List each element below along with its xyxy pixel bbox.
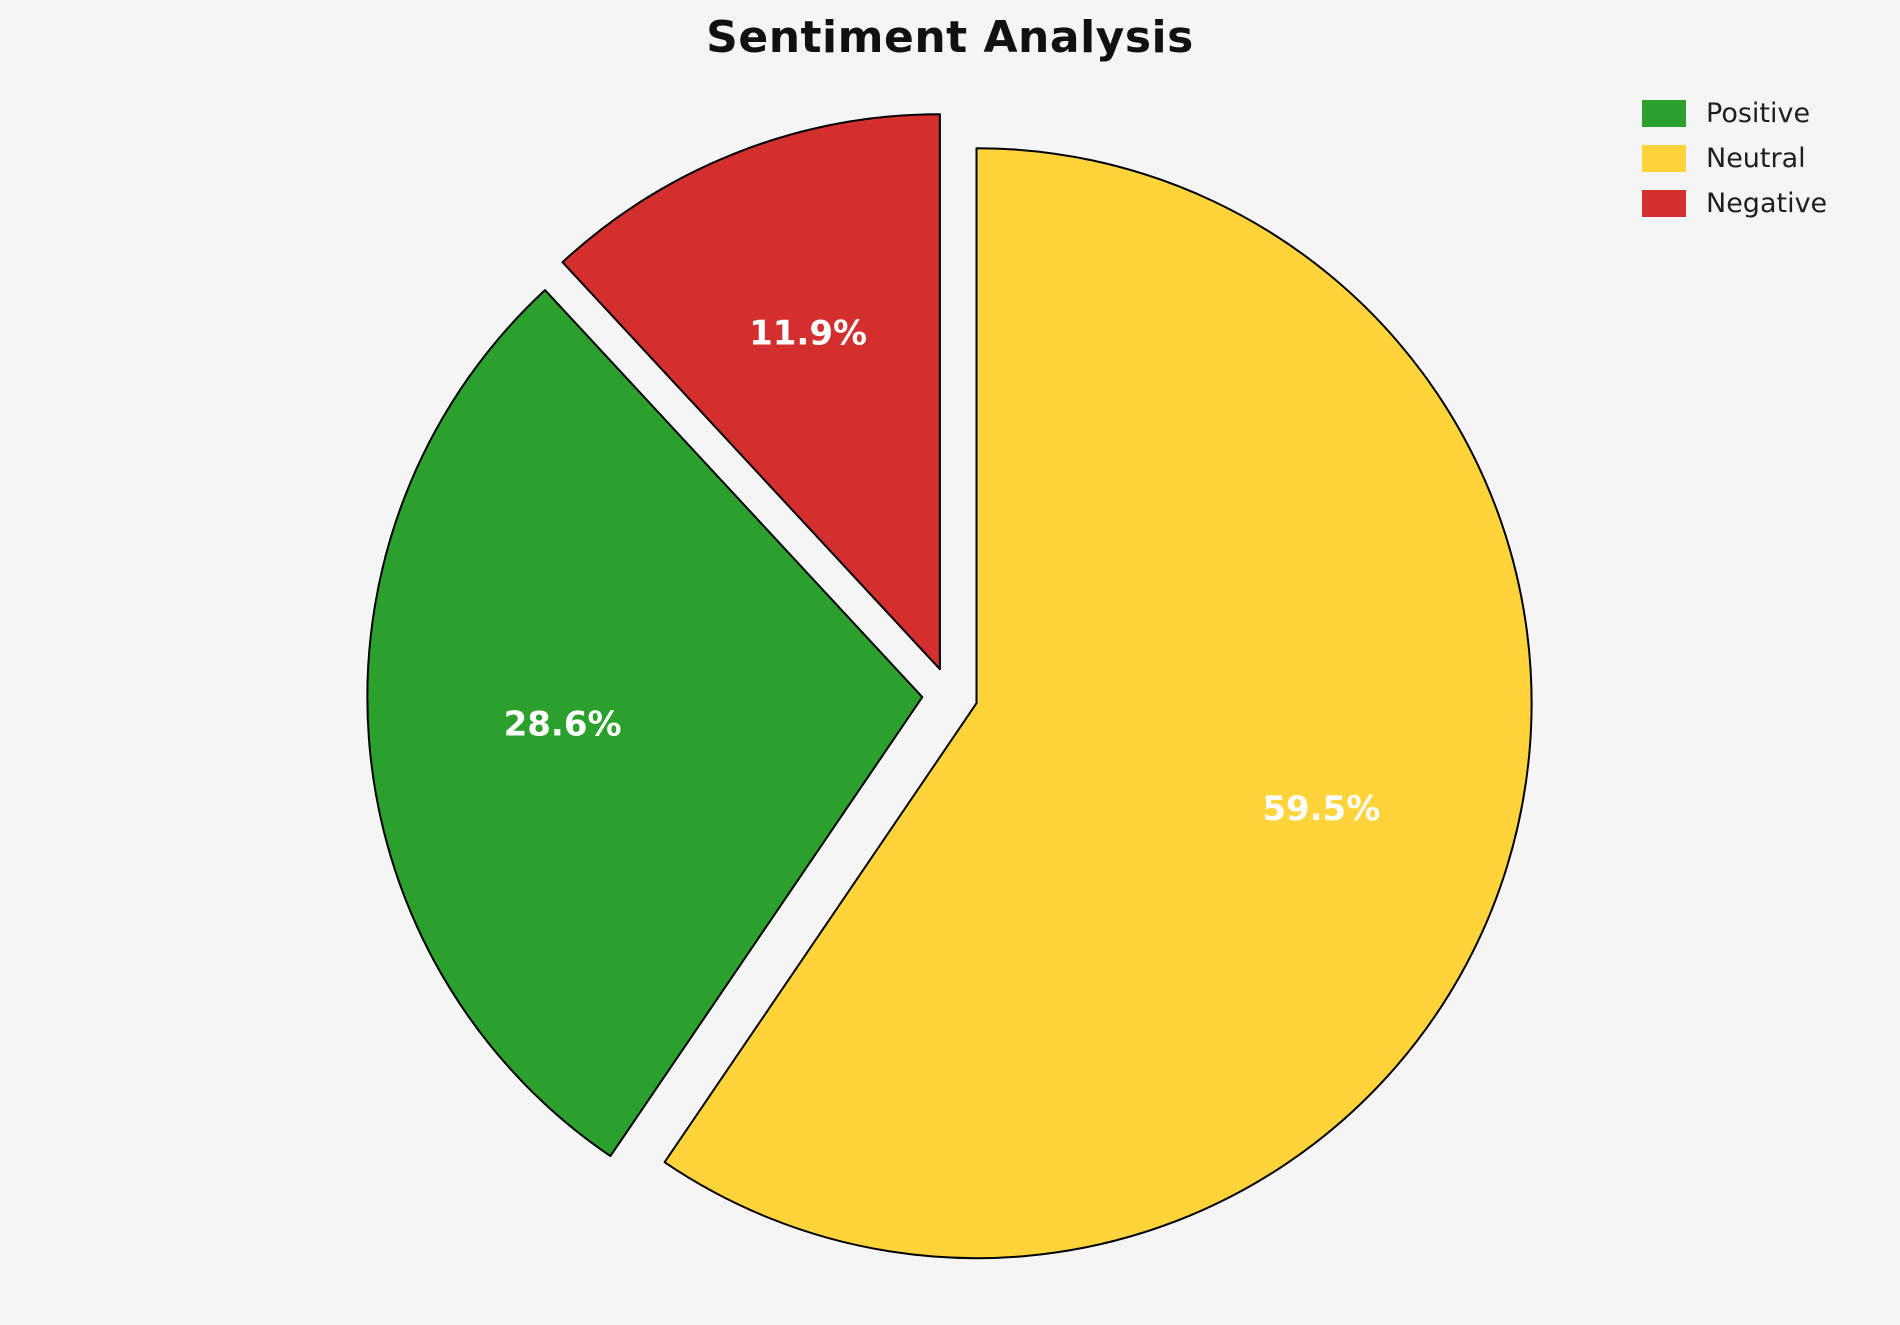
pie-slice-positive [366, 289, 924, 1158]
chart-title: Sentiment Analysis [706, 12, 1194, 63]
legend-label: Positive [1706, 98, 1811, 129]
pie-pct-label-positive: 28.6% [504, 704, 622, 744]
pie-pct-label-negative: 11.9% [749, 313, 867, 353]
legend-item-positive: Positive [1642, 100, 1827, 127]
pie-pct-label-neutral: 59.5% [1262, 789, 1380, 829]
chart-legend: Positive Neutral Negative [1642, 100, 1827, 217]
legend-swatch-neutral [1642, 145, 1686, 172]
legend-label: Neutral [1706, 143, 1806, 174]
legend-swatch-positive [1642, 100, 1686, 127]
legend-swatch-negative [1642, 190, 1686, 217]
legend-item-negative: Negative [1642, 190, 1827, 217]
legend-label: Negative [1706, 188, 1828, 219]
pie-slice-neutral [663, 147, 1533, 1260]
pie-slice-negative [561, 113, 941, 671]
legend-item-neutral: Neutral [1642, 145, 1827, 172]
